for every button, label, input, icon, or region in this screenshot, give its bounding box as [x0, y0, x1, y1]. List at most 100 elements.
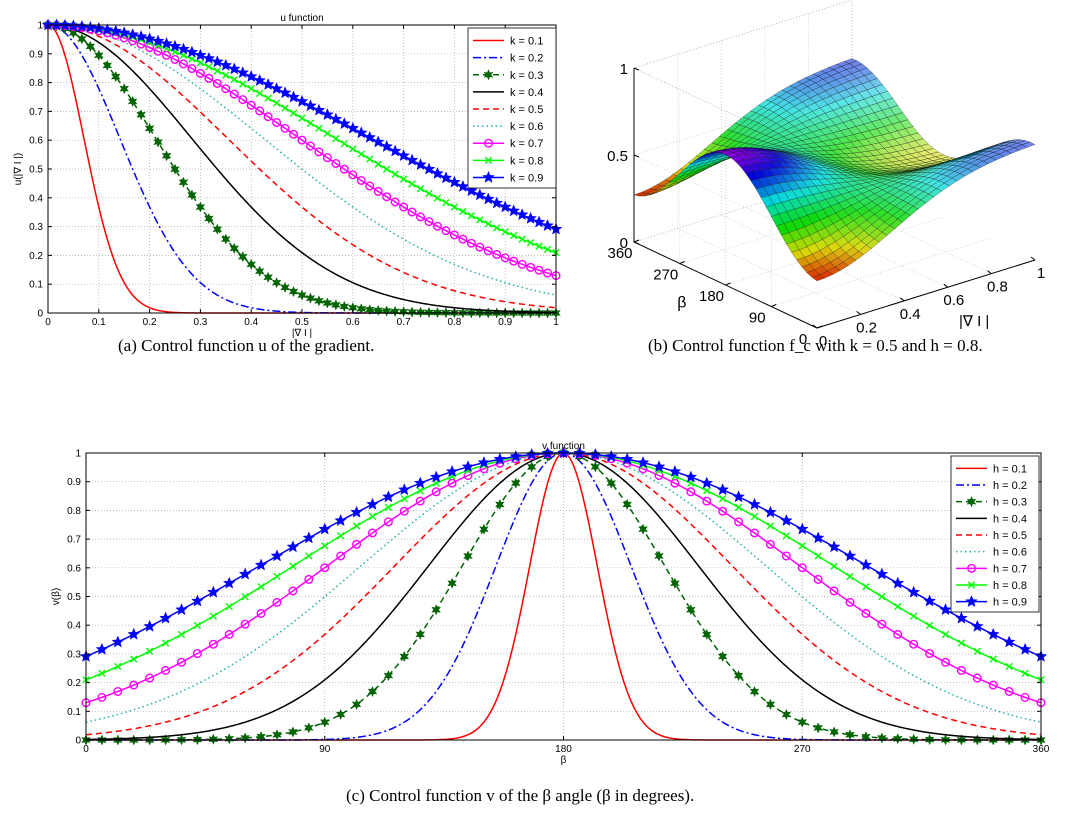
- data-point: [543, 268, 553, 278]
- data-point: [798, 542, 806, 550]
- data-point: [280, 123, 290, 133]
- data-point: [97, 692, 107, 702]
- data-point: [509, 449, 523, 462]
- data-point: [989, 655, 997, 663]
- data-point: [846, 572, 854, 581]
- data-point: [717, 650, 728, 663]
- data-point: [256, 608, 266, 618]
- data-point: [365, 181, 375, 191]
- caption-c: (c) Control function v of the β angle (β…: [346, 786, 695, 805]
- data-point: [477, 455, 491, 469]
- data-point: [467, 211, 476, 220]
- legend-label: k = 0.2: [510, 53, 543, 65]
- data-point: [352, 522, 361, 530]
- data-point: [76, 33, 87, 45]
- data-point: [413, 476, 427, 489]
- data-point: [765, 698, 776, 711]
- data-point: [526, 239, 535, 247]
- data-point: [244, 69, 258, 83]
- data-point: [227, 62, 241, 75]
- beta-tick-label: 90: [749, 310, 766, 327]
- data-point: [315, 124, 323, 133]
- data-point: [321, 542, 329, 550]
- x-axis-label: β: [561, 755, 567, 766]
- data-point: [229, 242, 240, 254]
- beta-tick: [771, 304, 777, 307]
- data-point: [604, 449, 618, 462]
- data-point: [161, 665, 171, 675]
- data-point: [939, 603, 952, 616]
- data-point: [843, 549, 857, 562]
- x-tick-label: 0.9: [498, 317, 512, 328]
- box-edge: [633, 173, 853, 243]
- data-point: [272, 99, 281, 107]
- data-point: [441, 226, 451, 236]
- data-point: [445, 464, 459, 478]
- y-tick-label: 0: [37, 309, 43, 320]
- x-tick: [856, 310, 861, 315]
- ticks: 0 0.1 0.2 0.3 0.4 0.5 0.6 0.7 0.8 0.9 1 0 0.1 0.2 0.3 0…: [29, 21, 559, 329]
- data-point: [297, 135, 307, 145]
- data-point: [93, 49, 104, 61]
- data-point: [703, 486, 711, 495]
- data-point: [718, 495, 727, 503]
- data-point: [208, 639, 218, 649]
- data-point: [320, 563, 330, 573]
- data-point: [255, 89, 264, 98]
- data-point: [811, 531, 825, 544]
- data-point: [192, 649, 202, 659]
- data-point: [509, 231, 518, 240]
- data-point: [136, 109, 147, 121]
- data-point: [685, 604, 696, 616]
- data-point: [464, 184, 478, 197]
- beta-tick: [816, 325, 823, 329]
- data-point: [381, 305, 392, 317]
- data-point: [126, 28, 140, 41]
- legend-label: h = 0.8: [993, 580, 1027, 592]
- data-point: [335, 708, 346, 721]
- x-tick-label: 0.1: [92, 317, 106, 328]
- data-point: [750, 512, 759, 521]
- data-point: [306, 119, 315, 127]
- x-tick-label: 270: [794, 744, 811, 755]
- data-point: [734, 503, 743, 512]
- surface-patch: [1021, 141, 1036, 148]
- data-point: [289, 562, 297, 570]
- data-point: [187, 189, 197, 201]
- data-point: [129, 680, 139, 690]
- data-point: [1021, 669, 1029, 678]
- data-point: [373, 186, 383, 196]
- data-point: [143, 619, 157, 632]
- data-point: [239, 80, 247, 88]
- data-point: [312, 103, 326, 116]
- data-point: [334, 513, 348, 527]
- data-point: [862, 582, 870, 591]
- y-tick-label: 0.8: [29, 78, 43, 89]
- data-point: [543, 245, 552, 254]
- data-point: [109, 24, 123, 37]
- data-point: [100, 23, 114, 36]
- x-tick-label: 0: [819, 333, 827, 345]
- data-point: [925, 621, 934, 630]
- data-point: [177, 42, 190, 55]
- data-point: [241, 592, 249, 601]
- data-point: [797, 716, 808, 728]
- data-point: [473, 188, 487, 201]
- caption-a: (a) Control function u of the gradient.: [118, 336, 375, 355]
- data-point: [973, 647, 982, 655]
- data-point: [257, 582, 265, 591]
- data-point: [287, 90, 300, 103]
- data-point: [893, 629, 903, 639]
- z-tick-label: 1: [620, 61, 628, 78]
- data-point: [433, 194, 442, 202]
- data-point: [654, 470, 664, 480]
- data-point: [749, 685, 760, 698]
- data-point: [298, 114, 306, 122]
- data-point: [1018, 642, 1032, 655]
- data-point: [323, 129, 332, 138]
- data-point: [1020, 692, 1030, 702]
- x-tick-label: 360: [1033, 744, 1050, 755]
- data-point: [144, 122, 155, 134]
- data-point: [204, 73, 214, 83]
- data-point: [429, 470, 443, 483]
